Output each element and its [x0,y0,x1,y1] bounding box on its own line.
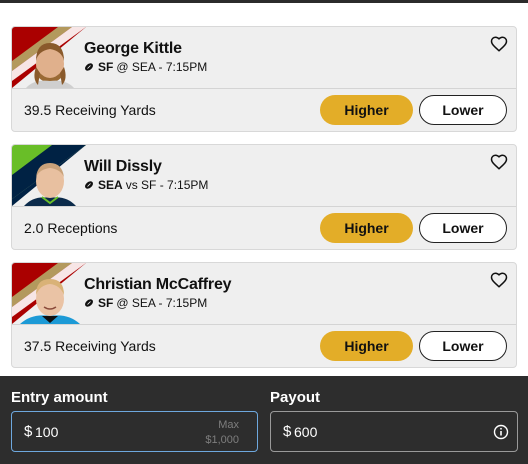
matchup-text: @ SEA - 7:15PM [116,296,208,310]
payout-field: $ 600 [270,411,518,452]
matchup-text: @ SEA - 7:15PM [116,60,208,74]
player-headshot [12,263,86,324]
projection-list: George Kittle SF @ SEA - 7:15PM 39.5 Rec… [0,3,528,376]
card-header[interactable]: Christian McCaffrey SF @ SEA - 7:15PM [12,263,516,324]
team-abbr: SF [98,296,114,310]
player-card-will-dissly: Will Dissly SEA vs SF - 7:15PM 2.0 Recep… [11,144,517,250]
stat-line: 2.0 Receptions [24,220,118,236]
player-headshot [12,145,86,206]
card-divider [12,206,516,207]
heart-icon[interactable] [490,271,508,289]
football-icon [85,63,93,71]
card-header[interactable]: George Kittle SF @ SEA - 7:15PM [12,27,516,88]
entry-amount-value: 100 [35,424,59,440]
higher-button[interactable]: Higher [320,213,413,243]
max-value: $1,000 [205,434,239,446]
higher-button[interactable]: Higher [320,331,413,361]
football-icon [85,299,93,307]
team-abbr: SF [98,60,114,74]
lower-button[interactable]: Lower [419,213,507,243]
entry-amount-input[interactable]: $ 100 Max $1,000 [11,411,258,452]
game-info: SF @ SEA - 7:15PM [84,60,207,74]
heart-icon[interactable] [490,153,508,171]
info-icon[interactable] [493,424,509,440]
card-header[interactable]: Will Dissly SEA vs SF - 7:15PM [12,145,516,206]
entry-amount-label: Entry amount [11,389,108,406]
game-info: SF @ SEA - 7:15PM [84,296,207,310]
player-name: Will Dissly [84,158,162,175]
entry-panel: Entry amount $ 100 Max $1,000 Payout $ 6… [0,376,528,464]
max-entry-hint: Max $1,000 [205,418,239,448]
player-name: Christian McCaffrey [84,276,232,293]
player-card-george-kittle: George Kittle SF @ SEA - 7:15PM 39.5 Rec… [11,26,517,132]
game-info: SEA vs SF - 7:15PM [84,178,208,192]
card-divider [12,88,516,89]
team-abbr: SEA [98,178,123,192]
player-card-christian-mccaffrey: Christian McCaffrey SF @ SEA - 7:15PM 37… [11,262,517,368]
higher-button[interactable]: Higher [320,95,413,125]
currency-symbol: $ [283,423,292,440]
card-divider [12,324,516,325]
lower-button[interactable]: Lower [419,331,507,361]
player-name: George Kittle [84,40,182,57]
lower-button[interactable]: Lower [419,95,507,125]
matchup-text: vs SF - 7:15PM [125,178,209,192]
top-bar [0,0,528,3]
stat-line: 39.5 Receiving Yards [24,102,156,118]
player-headshot [12,27,86,88]
football-icon [85,181,93,189]
stat-line: 37.5 Receiving Yards [24,338,156,354]
heart-icon[interactable] [490,35,508,53]
payout-value: 600 [294,424,318,440]
currency-symbol: $ [24,423,33,440]
payout-label: Payout [270,389,321,406]
max-label: Max [218,419,239,431]
